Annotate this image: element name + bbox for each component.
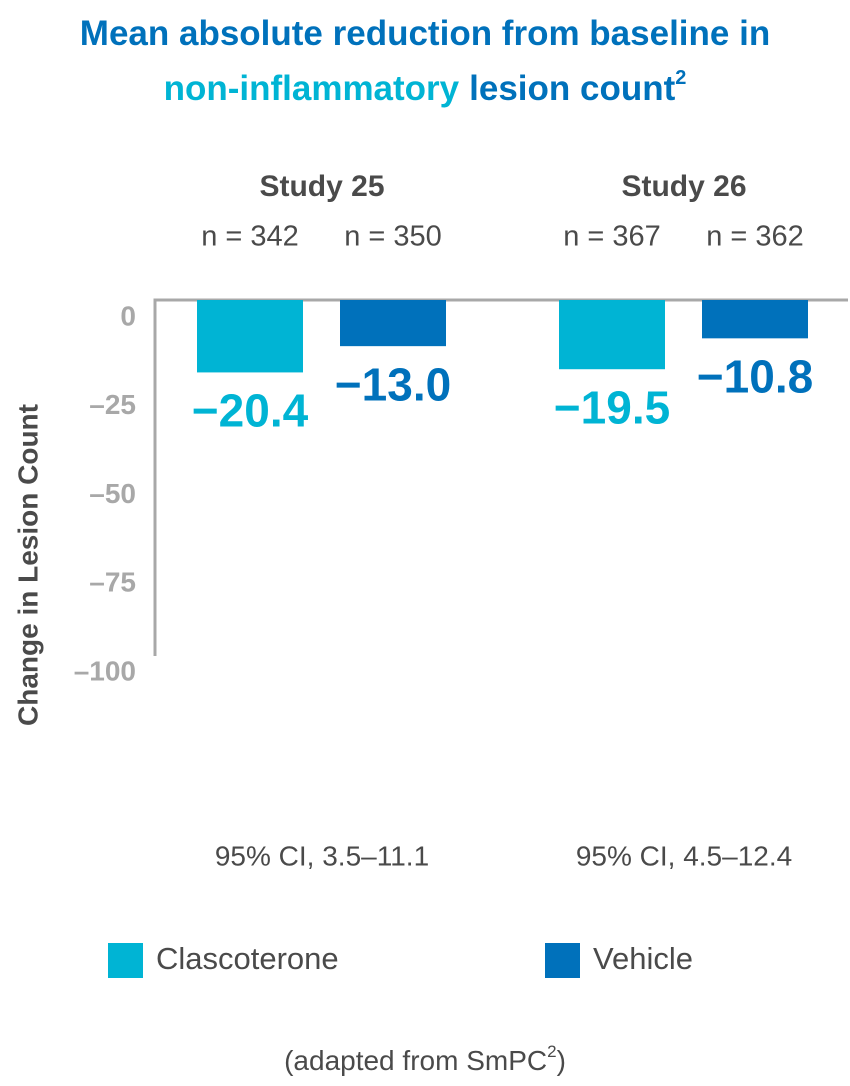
bar — [559, 300, 665, 370]
ci-label: 95% CI, 3.5–11.1 — [215, 840, 429, 871]
legend-label: Vehicle — [593, 941, 693, 976]
chart-title: non-inflammatory lesion count2 — [164, 67, 687, 108]
value-label: −13.0 — [335, 358, 451, 410]
value-label: −10.8 — [697, 350, 813, 402]
title-line: Mean absolute reduction from baseline in — [80, 14, 770, 53]
y-tick-label: –50 — [89, 478, 136, 509]
legend-swatch — [545, 943, 580, 978]
value-label: −20.4 — [192, 385, 309, 437]
n-label: n = 350 — [344, 221, 442, 253]
y-tick-label: –75 — [89, 567, 136, 598]
title-rest: lesion count — [469, 69, 675, 108]
chart-title: Mean absolute reduction from baseline in — [80, 14, 770, 53]
ci-label: 95% CI, 4.5–12.4 — [576, 840, 792, 871]
category-label: Study 25 — [259, 170, 384, 203]
y-tick-label: –25 — [89, 389, 136, 420]
title-highlight: non-inflammatory — [164, 69, 460, 108]
value-label: −19.5 — [554, 381, 670, 433]
footnote: (adapted from SmPC2) — [284, 1042, 566, 1076]
y-tick-label: –100 — [74, 655, 136, 686]
legend-label: Clascoterone — [156, 941, 339, 976]
bar — [702, 300, 808, 339]
category-label: Study 26 — [621, 170, 746, 203]
bar — [340, 300, 446, 347]
n-label: n = 342 — [201, 221, 299, 253]
legend-swatch — [108, 943, 143, 978]
footnote-close: ) — [557, 1045, 566, 1076]
footnote-superscript: 2 — [547, 1042, 556, 1061]
footnote-text: (adapted from SmPC — [284, 1045, 547, 1076]
y-axis-label: Change in Lesion Count — [12, 404, 43, 726]
n-label: n = 362 — [706, 221, 804, 253]
n-label: n = 367 — [563, 221, 661, 253]
title-superscript: 2 — [675, 67, 686, 89]
y-tick-label: 0 — [120, 300, 136, 331]
bar — [197, 300, 303, 373]
